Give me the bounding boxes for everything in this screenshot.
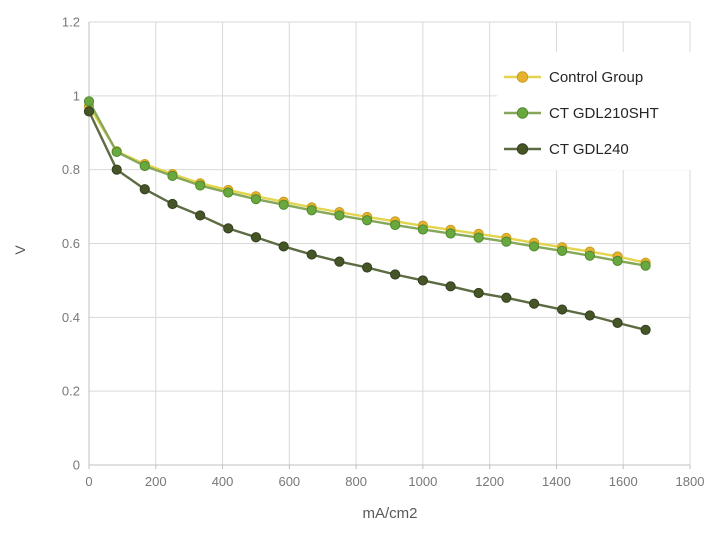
series-marker xyxy=(250,232,262,243)
series-marker xyxy=(390,269,401,280)
x-tick-label: 1000 xyxy=(408,474,437,489)
legend-item: Control Group xyxy=(504,69,643,86)
legend-marker xyxy=(516,107,529,119)
legend-label: CT GDL210SHT xyxy=(549,105,659,122)
series-marker xyxy=(390,219,401,231)
series-marker xyxy=(83,106,95,117)
series-marker xyxy=(612,255,623,266)
y-tick-label: 0.4 xyxy=(62,310,80,325)
series-marker xyxy=(362,262,373,273)
axes xyxy=(88,22,691,469)
legend-item: CT GDL210SHT xyxy=(504,105,659,122)
series-marker xyxy=(111,146,122,158)
x-tick-label: 600 xyxy=(278,474,300,489)
series-marker xyxy=(362,215,373,226)
data-series xyxy=(83,96,651,335)
legend-marker xyxy=(516,71,529,83)
series-marker xyxy=(557,245,568,256)
series-marker xyxy=(83,96,95,107)
series-marker xyxy=(528,298,540,309)
series-marker xyxy=(223,223,234,234)
series-marker xyxy=(501,236,512,247)
x-tick-label: 0 xyxy=(85,474,92,489)
x-tick-label: 1200 xyxy=(475,474,504,489)
series-marker xyxy=(306,249,317,260)
x-tick-label: 400 xyxy=(212,474,234,489)
series-marker xyxy=(167,170,178,182)
series-marker xyxy=(612,317,623,328)
x-axis-title: mA/cm2 xyxy=(362,505,417,522)
series-marker xyxy=(111,164,122,175)
x-tick-label: 1600 xyxy=(609,474,638,489)
series-marker xyxy=(167,198,178,210)
tick-labels: 0 200 400 600 800 1000 1200 1400 1600 1800 0 0.2 0.4… xyxy=(62,15,705,490)
y-tick-label: 1 xyxy=(73,88,80,103)
series-marker xyxy=(445,228,456,239)
series-marker xyxy=(306,205,317,216)
series-marker xyxy=(640,324,651,335)
series-marker xyxy=(584,250,595,261)
legend-marker xyxy=(516,143,529,155)
series-marker xyxy=(278,199,289,210)
legend-label: Control Group xyxy=(549,69,643,86)
series-marker xyxy=(417,224,428,235)
x-tick-label: 800 xyxy=(345,474,367,489)
legend-box xyxy=(497,52,693,170)
series-marker xyxy=(417,275,428,286)
legend: Control Group CT GDL210SHT CT GDL240 xyxy=(497,52,693,170)
series-marker xyxy=(278,241,289,252)
series-marker xyxy=(195,210,206,221)
series-marker xyxy=(334,256,345,267)
series-marker xyxy=(139,160,150,172)
series-ct-gdl210sht xyxy=(83,96,651,271)
series-marker xyxy=(195,180,206,191)
series-marker xyxy=(528,241,540,252)
y-tick-label: 0.6 xyxy=(62,236,80,251)
x-tick-label: 1400 xyxy=(542,474,571,489)
y-axis-title: V xyxy=(12,245,28,255)
series-marker xyxy=(445,281,456,292)
series-marker xyxy=(501,292,512,303)
y-tick-label: 0.2 xyxy=(62,384,80,399)
y-tick-label: 0 xyxy=(73,458,80,473)
series-marker xyxy=(584,310,595,321)
series-marker xyxy=(557,304,568,315)
series-marker xyxy=(640,260,651,271)
y-tick-label: 1.2 xyxy=(62,15,80,30)
y-tick-label: 0.8 xyxy=(62,162,80,177)
series-marker xyxy=(250,194,262,205)
legend-item: CT GDL240 xyxy=(504,141,629,158)
legend-label: CT GDL240 xyxy=(549,141,629,158)
series-marker xyxy=(223,187,234,198)
series-marker xyxy=(139,184,150,195)
series-ct-gdl240 xyxy=(83,106,651,335)
series-marker xyxy=(473,287,484,299)
x-tick-label: 200 xyxy=(145,474,167,489)
x-tick-label: 1800 xyxy=(676,474,705,489)
series-marker xyxy=(473,232,484,243)
series-marker xyxy=(334,210,345,221)
